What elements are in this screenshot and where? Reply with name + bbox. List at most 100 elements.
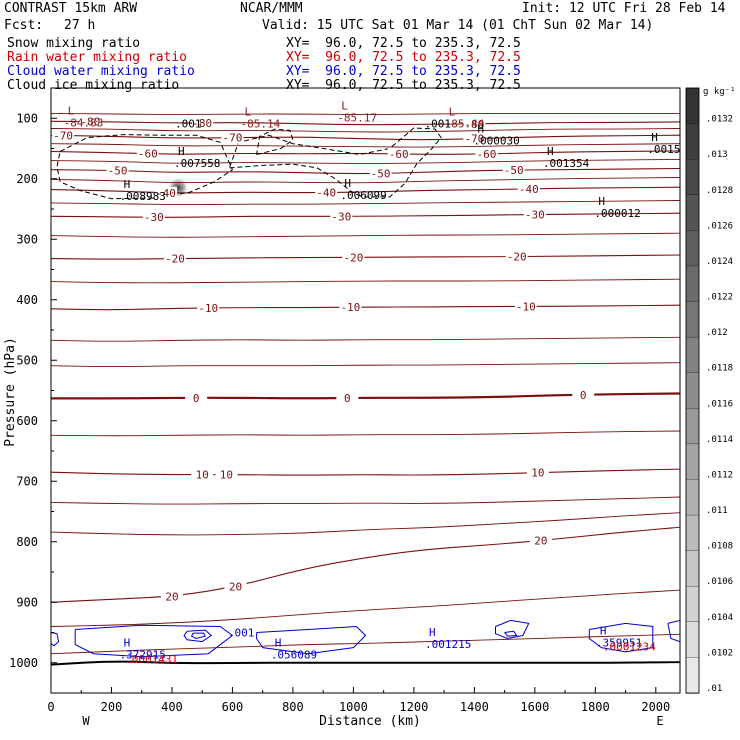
contour-label: -70: [464, 133, 484, 146]
y-tick-label: 900: [16, 595, 38, 609]
extremum-marker-h: H: [598, 195, 605, 208]
cloud-water-contour: [256, 625, 367, 655]
y-tick-label: 1000: [9, 656, 38, 670]
contour-label: -10: [516, 300, 536, 313]
contour-label-bg: [342, 251, 365, 264]
colorbar-label: .0104: [706, 613, 733, 623]
contour-label-bg: [526, 466, 549, 479]
colorbar-swatch: [685, 479, 700, 516]
contour-label: -80: [464, 118, 484, 131]
field-cloud-ice-xy: XY= 96.0, 72.5 to 235.3, 72.5: [286, 78, 521, 93]
contour-label: 20: [534, 534, 547, 547]
x-tick-label: 1000: [339, 700, 368, 714]
contour-label-bg: [387, 147, 410, 160]
contour-label: -50: [371, 167, 391, 180]
extremum-value: .000030: [473, 134, 519, 147]
temperature-contour-minor: [51, 278, 680, 284]
contour-label: -10: [198, 302, 218, 315]
colorbar-label: .0106: [706, 577, 733, 587]
colorbar-label: .0102: [706, 648, 733, 658]
colorbar-frame: [685, 87, 700, 694]
colorbar-label: .0108: [706, 542, 733, 552]
extremum-marker-h: H: [651, 131, 658, 144]
extremum-marker-h: H: [477, 122, 484, 135]
contour-value-label: .001: [424, 117, 451, 130]
colorbar-swatch: [685, 230, 700, 267]
extremum-value: .0015: [647, 143, 680, 156]
colorbar-label: .0126: [706, 221, 733, 231]
extremum-marker-h: H: [178, 145, 185, 158]
contour-label-bg: [136, 147, 159, 160]
init-time: Init: 12 UTC Fri 28 Feb 14: [522, 1, 726, 16]
surface-line: [51, 660, 680, 666]
contour-label: -30: [525, 209, 545, 222]
chart-header: CONTRAST 15km ARW NCAR/MMM Init: 12 UTC …: [0, 0, 740, 96]
y-axis-label: Pressure (hPa): [3, 337, 18, 447]
colorbar-label: .0118: [706, 364, 733, 374]
contour-label-bg: [514, 300, 537, 313]
extremum-marker-h: H: [124, 178, 131, 191]
y-tick-label: 300: [16, 232, 38, 246]
contour-label: -80: [80, 116, 100, 129]
x-axis: 0 200 400 600 800 1000 1200 1400 1600 1800 2000: [47, 687, 670, 714]
contour-labels: -80 -80 -80 -70 -70 -70 -60 -60 -60 -50 -50 -50 -40 -…: [52, 99, 680, 666]
x-axis-label: Distance (km): [319, 714, 421, 729]
colorbar-label: .013: [706, 150, 728, 160]
cloud-water-contour: [183, 629, 213, 643]
snow-contour-line: [56, 134, 234, 200]
cloud-water-contour: [667, 619, 680, 643]
valid-time: Valid: 15 UTC Sat 01 Mar 14 (01 ChT Sun …: [262, 18, 654, 33]
contour-label-bg: [315, 186, 338, 199]
contour-label: -40: [316, 186, 336, 199]
temperature-contour-20: [51, 526, 680, 603]
colorbar-swatch: [685, 301, 700, 338]
colorbar-label: .012: [706, 328, 728, 338]
contour-label-bg: [79, 115, 102, 128]
temperature-contour--20: [51, 254, 680, 260]
colorbar-swatch: [685, 87, 700, 125]
cloud-water-contour: [74, 624, 234, 658]
contour-label: 10: [220, 469, 233, 482]
temperature-contour-minor: [51, 200, 680, 206]
contour-label-bg: [106, 164, 129, 177]
extremum-value: -85.44: [445, 117, 485, 130]
contour-label: -20: [343, 251, 363, 264]
contour-label: 0: [344, 392, 351, 405]
colorbar-swatch: [685, 123, 700, 160]
contour-label-bg: [502, 164, 525, 177]
temperature-contour-minor: [51, 128, 680, 133]
contour-label-bg: [185, 391, 208, 404]
contour-label-bg: [336, 391, 359, 404]
contour-label: -70: [53, 129, 73, 142]
temperature-contour--50: [51, 167, 680, 175]
colorbar-swatch: [685, 336, 700, 374]
temperature-contour-10: [51, 468, 680, 476]
contour-label-bg: [221, 131, 244, 144]
contour-label-bg: [330, 210, 353, 223]
contour-label: -60: [138, 148, 158, 161]
x-tick-label: 1200: [399, 700, 428, 714]
temperature-contour-minor: [51, 158, 680, 164]
contour-label-bg: [475, 147, 498, 160]
colorbar-label: .0124: [706, 257, 733, 267]
contour-label-bg: [191, 468, 214, 481]
temperature-contour-minor: [51, 112, 680, 115]
temperature-contour-minor: [51, 589, 680, 627]
colorbar-swatch: [685, 159, 700, 196]
extremum-marker-h: H: [600, 625, 607, 638]
temperature-contour--30: [51, 212, 680, 218]
extremum-value: .008983: [120, 190, 166, 203]
contour-label: 0: [580, 389, 587, 402]
colorbar-swatch: [685, 621, 700, 659]
x-tick-label: 800: [282, 700, 304, 714]
y-tick-label: 100: [16, 111, 38, 125]
contour-label-bg: [52, 129, 75, 142]
contour-value-label: .0001431: [125, 653, 178, 666]
contour-label-bg: [224, 580, 247, 593]
y-axis: 100 200 300 400 500 600 700 800 900 1000: [9, 111, 57, 670]
contour-label-bg: [163, 252, 186, 265]
contour-label-bg: [505, 250, 528, 263]
temperature-contour--80: [51, 120, 680, 126]
temperature-contours: [51, 112, 680, 655]
